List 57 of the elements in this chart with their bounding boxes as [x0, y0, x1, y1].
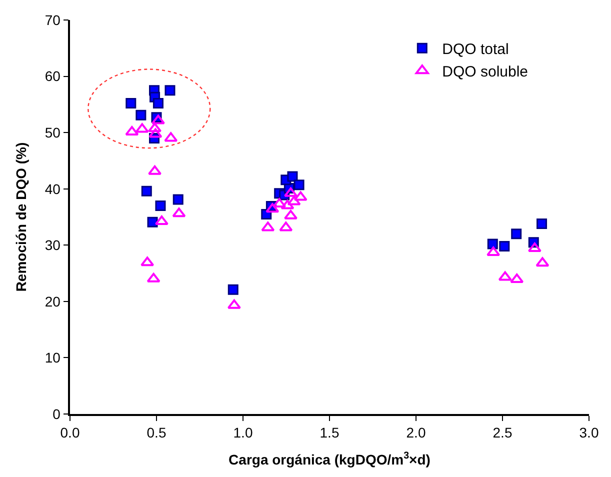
point [228, 284, 238, 295]
point [536, 218, 548, 229]
point [136, 110, 146, 120]
y-tick-label: 70 [44, 12, 61, 28]
y-tick-label: 0 [52, 406, 61, 422]
y-tick-label: 50 [44, 124, 61, 140]
point [126, 98, 136, 109]
point [164, 132, 178, 142]
x-tick-label: 0.0 [60, 424, 80, 441]
point [266, 203, 280, 213]
point [151, 114, 165, 124]
point [148, 165, 162, 175]
point [510, 273, 524, 283]
y-tick-label: 20 [44, 293, 61, 310]
point [172, 208, 186, 218]
point [135, 123, 149, 133]
y-tick-label: 60 [44, 68, 61, 84]
point [141, 186, 152, 196]
point [152, 98, 164, 109]
x-axis-title: Carga orgánica (kgDQO/m$^{3}$×d) [228, 450, 430, 468]
point [287, 171, 298, 182]
y-tick-label: 40 [44, 180, 61, 197]
point [499, 241, 510, 252]
point [294, 180, 304, 190]
legend-label: DQO total [442, 40, 509, 58]
x-tick-label: 3.0 [579, 424, 599, 441]
point [528, 242, 542, 252]
point [511, 228, 522, 240]
x-tick-label: 2.0 [406, 424, 426, 441]
point [536, 257, 550, 267]
point [146, 272, 160, 282]
point [272, 198, 286, 208]
y-axis-title: Remoción de DQO (%) [12, 142, 29, 292]
point [172, 194, 184, 205]
point [261, 222, 275, 232]
point [147, 216, 158, 228]
x-tick-label: 2.5 [492, 424, 512, 441]
point [498, 271, 512, 281]
point [164, 85, 176, 96]
point [125, 126, 139, 136]
point [287, 196, 301, 206]
y-tick-label: 10 [44, 350, 61, 366]
point [487, 238, 498, 250]
legend-label: DQO soluble [442, 63, 528, 80]
point [486, 246, 500, 256]
x-tick-label: 1.0 [233, 424, 253, 441]
point [294, 191, 308, 201]
x-tick-label: 0.5 [146, 424, 166, 441]
point [148, 122, 162, 132]
y-tick-label: 30 [44, 237, 61, 254]
point [227, 299, 241, 309]
point [280, 200, 294, 210]
point [279, 222, 293, 232]
point [155, 200, 166, 211]
point [148, 128, 162, 138]
x-tick-label: 1.5 [320, 424, 340, 441]
point [140, 256, 154, 266]
